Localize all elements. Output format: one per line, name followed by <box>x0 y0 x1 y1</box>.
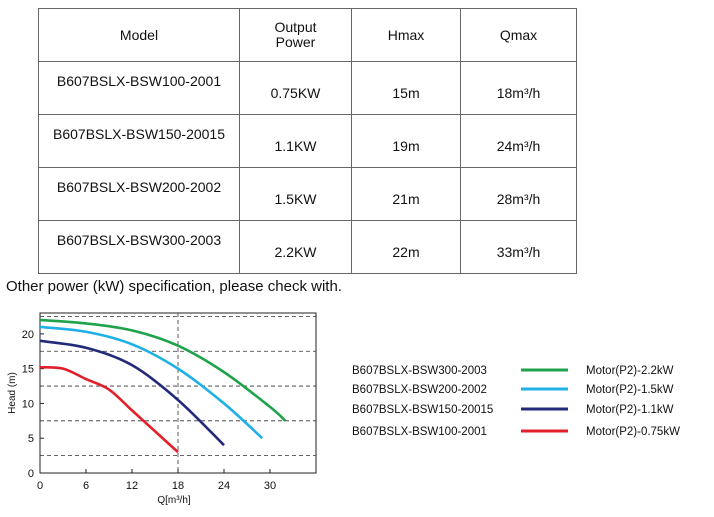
table-header-row: Model Output Power Hmax Qmax <box>38 8 577 62</box>
y-tick-label: 5 <box>28 433 34 445</box>
y-tick-label: 15 <box>22 364 34 376</box>
legend-motor-label: Motor(P2)-1.1kW <box>586 404 674 416</box>
cell-power: 0.75KW <box>239 61 352 115</box>
legend-label: B607BSLX-BSW100-2001 <box>352 426 487 438</box>
header-model: Model <box>38 8 240 62</box>
series-line-0 <box>39 318 287 422</box>
series-line-2 <box>39 339 225 447</box>
table-row: B607BSLX-BSW300-2003 2.2KW 22m 33m³/h <box>38 220 577 274</box>
cell-power: 1.5KW <box>239 167 352 221</box>
y-tick-label: 10 <box>22 398 34 410</box>
header-qmax: Qmax <box>460 8 577 62</box>
cell-power: 1.1KW <box>239 114 352 168</box>
y-tick-label: 20 <box>22 329 34 341</box>
table-row: B607BSLX-BSW150-20015 1.1KW 19m 24m³/h <box>38 114 577 168</box>
legend-motor-label: Motor(P2)-1.5kW <box>586 384 674 396</box>
cell-model: B607BSLX-BSW100-2001 <box>38 61 240 115</box>
cell-qmax: 33m³/h <box>460 220 577 274</box>
x-tick-label: 30 <box>264 480 276 492</box>
pump-curve-chart: 0 6 12 18 24 30 0 5 10 15 20 Q[m³/h] Head (m) B607BS… <box>7 312 680 506</box>
cell-hmax: 21m <box>351 167 461 221</box>
cell-hmax: 22m <box>351 220 461 274</box>
legend-label: B607BSLX-BSW150-20015 <box>352 404 493 416</box>
table-row: B607BSLX-BSW100-2001 0.75KW 15m 18m³/h <box>38 61 577 115</box>
x-tick-label: 12 <box>126 480 138 492</box>
cell-hmax: 15m <box>351 61 461 115</box>
legend-motor-label: Motor(P2)-2.2kW <box>586 365 674 377</box>
x-tick-label: 0 <box>37 480 43 492</box>
x-tick-label: 24 <box>218 480 230 492</box>
y-axis-label: Head (m) <box>7 372 18 414</box>
cell-model: B607BSLX-BSW200-2002 <box>38 167 240 221</box>
cell-model: B607BSLX-BSW300-2003 <box>38 220 240 274</box>
table-row: B607BSLX-BSW200-2002 1.5KW 21m 28m³/h <box>38 167 577 221</box>
header-hmax: Hmax <box>351 8 461 62</box>
x-axis-label: Q[m³/h] <box>157 495 191 506</box>
cell-power: 2.2KW <box>239 220 352 274</box>
y-tick-label: 0 <box>28 468 34 480</box>
spec-table: Model Output Power Hmax Qmax B607BSLX-BS… <box>38 8 577 274</box>
x-tick-label: 6 <box>83 480 89 492</box>
cell-hmax: 19m <box>351 114 461 168</box>
x-tick-label: 18 <box>172 480 184 492</box>
cell-qmax: 28m³/h <box>460 167 577 221</box>
legend-label: B607BSLX-BSW300-2003 <box>352 365 487 377</box>
header-output-power: Output Power <box>239 8 352 62</box>
series-line-1 <box>39 325 264 440</box>
cell-qmax: 24m³/h <box>460 114 577 168</box>
legend-motor-label: Motor(P2)-0.75kW <box>586 426 680 438</box>
legend-label: B607BSLX-BSW200-2002 <box>352 384 487 396</box>
spec-note: Other power (kW) specification, please c… <box>6 278 342 295</box>
cell-qmax: 18m³/h <box>460 61 577 115</box>
cell-model: B607BSLX-BSW150-20015 <box>38 114 240 168</box>
series-line-3 <box>39 365 179 454</box>
